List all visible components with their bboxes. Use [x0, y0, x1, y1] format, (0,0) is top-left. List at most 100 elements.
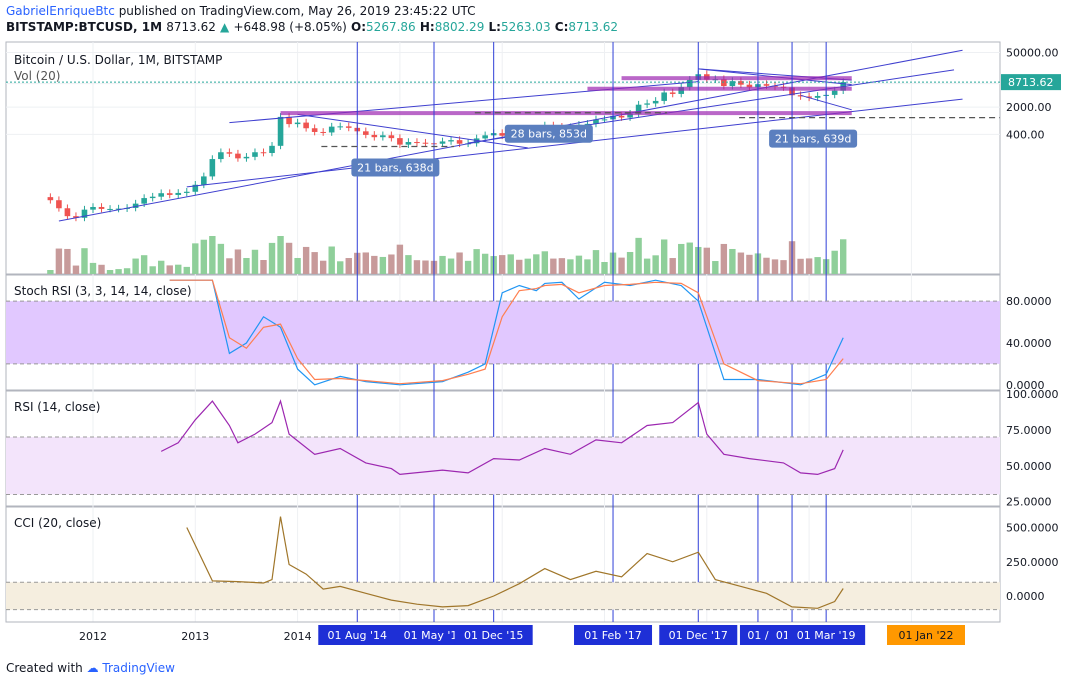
- candle-body: [192, 184, 199, 192]
- volume-bar: [737, 252, 745, 274]
- volume-bar: [797, 258, 804, 274]
- candle-body: [405, 142, 412, 145]
- candle-body: [294, 122, 301, 125]
- volume-bar: [183, 266, 190, 274]
- candle-body: [499, 133, 505, 136]
- volume-bar: [371, 255, 378, 274]
- candle-body: [584, 123, 591, 125]
- candle-body: [235, 153, 241, 159]
- volume-bar: [541, 251, 549, 274]
- series-line-1-1: [169, 279, 844, 385]
- y-tick-label: 0.0000: [1006, 590, 1045, 603]
- volume-bar: [780, 260, 787, 274]
- volume-bar: [388, 254, 395, 274]
- volume-bar: [746, 254, 753, 274]
- volume-bar: [217, 243, 225, 274]
- y-tick-label: 80.0000: [1006, 295, 1052, 308]
- measure-label-bg-1: [504, 124, 593, 143]
- candle-body: [201, 176, 207, 185]
- indicator-band-1: [6, 301, 1000, 364]
- candle-body: [252, 152, 258, 157]
- candle-body: [277, 116, 284, 146]
- volume-bar: [507, 254, 514, 274]
- up-triangle-icon: ▲: [220, 20, 230, 34]
- candle-body: [738, 81, 744, 85]
- volume-bar: [319, 260, 327, 274]
- tradingview-link[interactable]: TradingView: [102, 661, 175, 675]
- candle-body: [141, 198, 147, 204]
- date-marker-bg-7: [787, 625, 866, 645]
- volume-bar: [584, 259, 591, 274]
- volume-bar: [660, 239, 668, 274]
- candle-body: [661, 92, 667, 101]
- candle-body: [669, 92, 676, 94]
- series-line-2-0: [160, 399, 844, 476]
- volume-bar: [567, 259, 574, 274]
- y-tick-label: 250.0000: [1006, 556, 1059, 569]
- candle-body: [90, 206, 96, 210]
- date-marker-label-2: 01 Dec '15: [464, 629, 523, 642]
- volume-bar: [328, 246, 335, 274]
- price-pane-title: Bitcoin / U.S. Dollar, 1M, BITSTAMP: [14, 53, 222, 67]
- close-value: 8713.62: [568, 20, 618, 34]
- measure-label-bg-2: [769, 129, 858, 148]
- last-price: 8713.62: [166, 20, 216, 34]
- y-tick-label: 25.0000: [1006, 496, 1052, 509]
- volume-bar: [763, 257, 770, 274]
- candle-body: [56, 200, 62, 209]
- candle-body: [422, 142, 429, 144]
- volume-bar: [277, 236, 284, 274]
- candle-body: [107, 208, 113, 210]
- trend-line-2: [297, 113, 528, 149]
- candle-body: [593, 119, 599, 124]
- volume-bar: [831, 250, 838, 274]
- date-marker-bg-5: [739, 625, 776, 645]
- candle-body: [635, 104, 642, 114]
- candle-body: [98, 206, 105, 209]
- indicator-band-3: [6, 582, 1000, 610]
- x-tick-label: 2013: [181, 630, 209, 643]
- candle-body: [763, 84, 770, 86]
- volume-bar: [106, 270, 114, 274]
- volume-bar: [464, 260, 472, 274]
- author-link[interactable]: GabrielEnriqueBtc: [6, 4, 115, 18]
- open-value: 5267.86: [366, 20, 416, 34]
- volume-bar: [669, 258, 676, 274]
- volume-bar: [712, 261, 719, 274]
- price-band-2: [621, 76, 852, 81]
- date-marker-label-4: 01 Dec '17: [669, 629, 728, 642]
- volume-bar: [72, 265, 80, 274]
- volume-bar: [720, 243, 728, 274]
- measure-label-bg-0: [351, 158, 440, 177]
- volume-bar: [192, 243, 199, 274]
- candle-body: [814, 95, 821, 98]
- candle-body: [746, 84, 753, 88]
- candle-body: [175, 192, 182, 195]
- candle-body: [47, 197, 54, 201]
- candle-body: [183, 191, 190, 193]
- volume-bar: [55, 248, 63, 274]
- volume-bar: [302, 246, 310, 274]
- volume-bar: [524, 258, 531, 274]
- volume-bar: [47, 270, 54, 274]
- candle-body: [831, 90, 838, 95]
- candle-body: [81, 209, 88, 218]
- date-marker-label-0: 01 Aug '14: [328, 629, 388, 642]
- volume-bar: [89, 262, 97, 274]
- date-marker-bg-3: [574, 625, 653, 645]
- date-marker-label-1: 01 May '15: [404, 629, 465, 642]
- publish-line: GabrielEnriqueBtc published on TradingVi…: [6, 4, 475, 18]
- y-tick-label: 500.0000: [1006, 522, 1059, 535]
- low-value: 5263.03: [500, 20, 551, 34]
- candle-body: [729, 81, 736, 87]
- volume-bar: [268, 242, 276, 274]
- candle-body: [797, 95, 804, 97]
- candle-body: [380, 135, 386, 138]
- candle-body: [158, 193, 164, 197]
- volume-bar: [558, 258, 566, 274]
- volume-bar: [81, 248, 88, 274]
- date-marker-label-3: 01 Feb '17: [584, 629, 642, 642]
- volume-bar: [175, 264, 182, 274]
- candle-body: [601, 119, 608, 121]
